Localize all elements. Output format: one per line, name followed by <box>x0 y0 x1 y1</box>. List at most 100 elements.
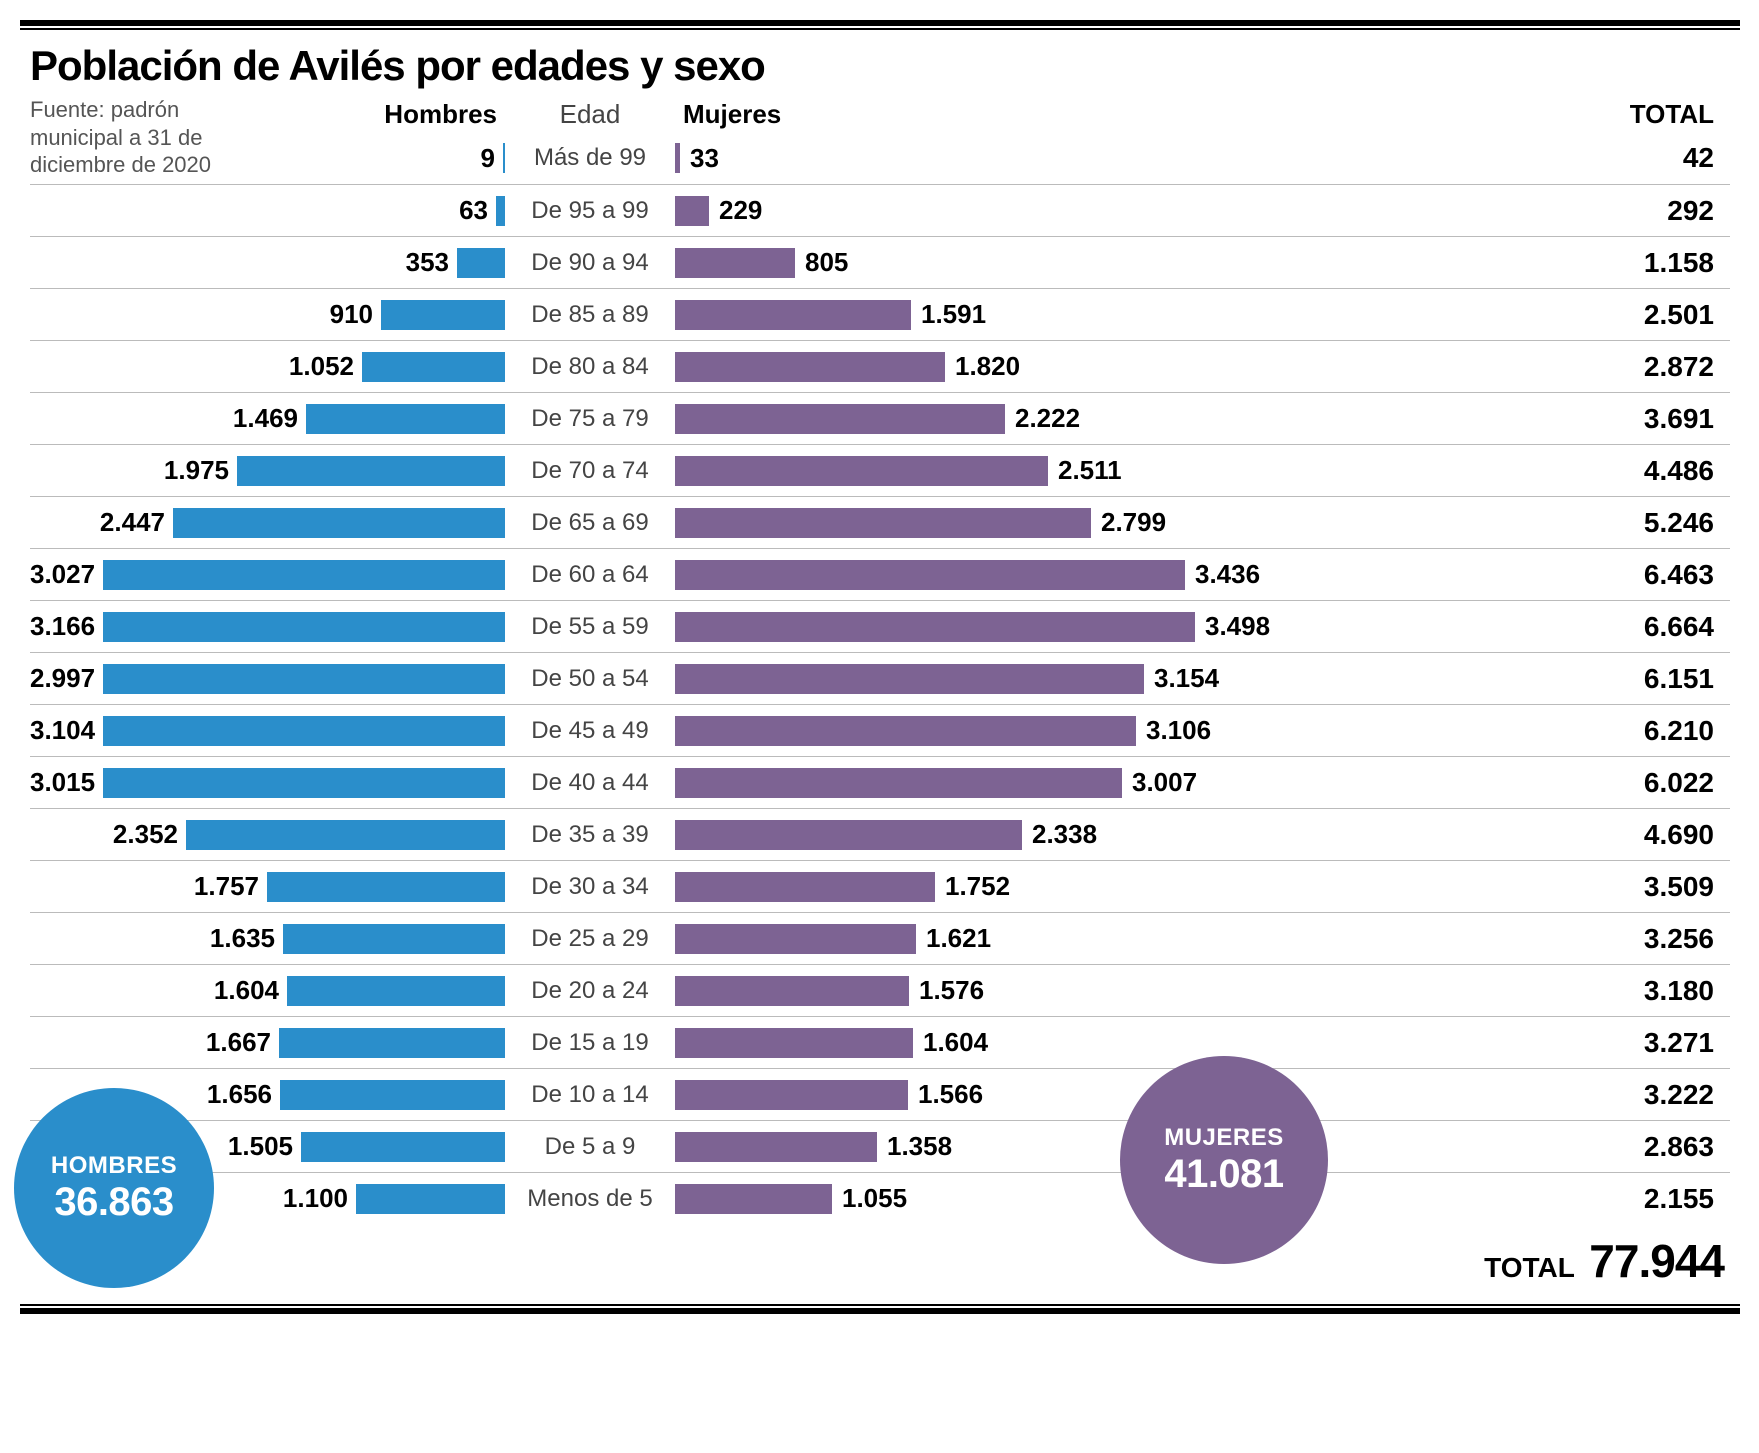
women-value: 2.799 <box>1101 507 1166 538</box>
row-total: 6.463 <box>1440 559 1720 591</box>
women-value: 33 <box>690 143 719 174</box>
men-value: 1.052 <box>289 351 354 382</box>
pyramid-row: 2.352De 35 a 392.3384.690 <box>30 808 1730 860</box>
age-label: De 75 a 79 <box>505 405 675 433</box>
women-cell: 2.338 <box>675 819 1440 850</box>
pyramid-row: 3.104De 45 a 493.1066.210 <box>30 704 1730 756</box>
pyramid-row: 1.757De 30 a 341.7523.509 <box>30 860 1730 912</box>
pyramid-row: 1.975De 70 a 742.5114.486 <box>30 444 1730 496</box>
pyramid-row: 1.667De 15 a 191.6043.271 <box>30 1016 1730 1068</box>
grand-total: TOTAL 77.944 <box>30 1224 1730 1288</box>
men-value: 910 <box>330 299 373 330</box>
women-value: 1.055 <box>842 1183 907 1214</box>
age-label: De 45 a 49 <box>505 717 675 745</box>
men-bar <box>287 976 505 1006</box>
women-bar <box>675 976 909 1006</box>
grand-total-value: 77.944 <box>1589 1235 1724 1287</box>
population-pyramid-chart: Población de Avilés por edades y sexo Fu… <box>20 20 1740 1314</box>
women-value: 1.358 <box>887 1131 952 1162</box>
header-age: Edad <box>505 99 675 130</box>
pyramid-row: 1.656De 10 a 141.5663.222 <box>30 1068 1730 1120</box>
men-bar <box>306 404 505 434</box>
men-value: 2.352 <box>113 819 178 850</box>
age-label: De 85 a 89 <box>505 301 675 329</box>
pyramid-row: 3.015De 40 a 443.0076.022 <box>30 756 1730 808</box>
pyramid-row: 1.505De 5 a 91.3582.863 <box>30 1120 1730 1172</box>
men-value: 1.505 <box>228 1131 293 1162</box>
women-value: 1.820 <box>955 351 1020 382</box>
pyramid-row: 2.447De 65 a 692.7995.246 <box>30 496 1730 548</box>
men-circle-value: 36.863 <box>54 1180 173 1225</box>
women-cell: 3.106 <box>675 715 1440 746</box>
men-bar <box>103 768 505 798</box>
row-total: 4.486 <box>1440 455 1720 487</box>
men-bar <box>267 872 505 902</box>
men-value: 353 <box>406 247 449 278</box>
men-value: 1.975 <box>164 455 229 486</box>
age-label: De 5 a 9 <box>505 1133 675 1161</box>
men-bar <box>237 456 505 486</box>
age-label: Menos de 5 <box>505 1185 675 1213</box>
age-label: Más de 99 <box>505 144 675 172</box>
women-bar <box>675 508 1091 538</box>
pyramid-row: 1.635De 25 a 291.6213.256 <box>30 912 1730 964</box>
age-label: De 20 a 24 <box>505 977 675 1005</box>
age-label: De 15 a 19 <box>505 1029 675 1057</box>
pyramid-row: 1.469De 75 a 792.2223.691 <box>30 392 1730 444</box>
row-total: 6.022 <box>1440 767 1720 799</box>
women-bar <box>675 248 795 278</box>
women-cell: 2.222 <box>675 403 1440 434</box>
pyramid-row: 1.100Menos de 51.0552.155 <box>30 1172 1730 1224</box>
pyramid-row: 9Más de 993342 <box>30 132 1730 184</box>
men-value: 1.604 <box>214 975 279 1006</box>
women-bar <box>675 300 911 330</box>
women-bar <box>675 768 1122 798</box>
men-value: 1.635 <box>210 923 275 954</box>
women-cell: 2.799 <box>675 507 1440 538</box>
men-cell: 9 <box>30 143 505 174</box>
men-value: 63 <box>459 195 488 226</box>
women-value: 2.338 <box>1032 819 1097 850</box>
row-total: 2.501 <box>1440 299 1720 331</box>
women-cell: 3.436 <box>675 559 1440 590</box>
men-bar <box>279 1028 505 1058</box>
men-bar <box>457 248 505 278</box>
women-cell: 3.498 <box>675 611 1440 642</box>
row-total: 292 <box>1440 195 1720 227</box>
women-bar <box>675 664 1144 694</box>
women-cell: 1.621 <box>675 923 1440 954</box>
women-value: 1.591 <box>921 299 986 330</box>
men-cell: 3.015 <box>30 767 505 798</box>
men-value: 1.469 <box>233 403 298 434</box>
women-cell: 3.154 <box>675 663 1440 694</box>
pyramid-row: 910 De 85 a 89 1.591 2.501 <box>30 288 1730 340</box>
women-bar <box>675 1028 913 1058</box>
men-value: 2.447 <box>100 507 165 538</box>
men-bar <box>280 1080 505 1110</box>
men-cell: 3.166 <box>30 611 505 642</box>
men-value: 1.667 <box>206 1027 271 1058</box>
men-total-circle: HOMBRES 36.863 <box>14 1088 214 1288</box>
men-cell: 63 <box>30 195 505 226</box>
men-cell: 910 <box>30 299 505 330</box>
men-bar <box>283 924 505 954</box>
header-women: Mujeres <box>675 99 1440 130</box>
women-value: 2.222 <box>1015 403 1080 434</box>
men-cell: 1.469 <box>30 403 505 434</box>
men-cell: 1.604 <box>30 975 505 1006</box>
women-value: 1.604 <box>923 1027 988 1058</box>
age-label: De 35 a 39 <box>505 821 675 849</box>
women-cell: 1.576 <box>675 975 1440 1006</box>
women-bar <box>675 924 916 954</box>
men-cell: 1.052 <box>30 351 505 382</box>
pyramid-row: 353De 90 a 948051.158 <box>30 236 1730 288</box>
men-cell: 2.447 <box>30 507 505 538</box>
header-total: TOTAL <box>1440 99 1720 130</box>
pyramid-row: 3.166De 55 a 593.4986.664 <box>30 600 1730 652</box>
women-cell: 1.055 <box>675 1183 1440 1214</box>
women-value: 229 <box>719 195 762 226</box>
women-value: 805 <box>805 247 848 278</box>
women-total-circle: MUJERES 41.081 <box>1120 1056 1328 1264</box>
pyramid-row: 3.027De 60 a 643.4366.463 <box>30 548 1730 600</box>
women-cell: 1.591 <box>675 299 1440 330</box>
